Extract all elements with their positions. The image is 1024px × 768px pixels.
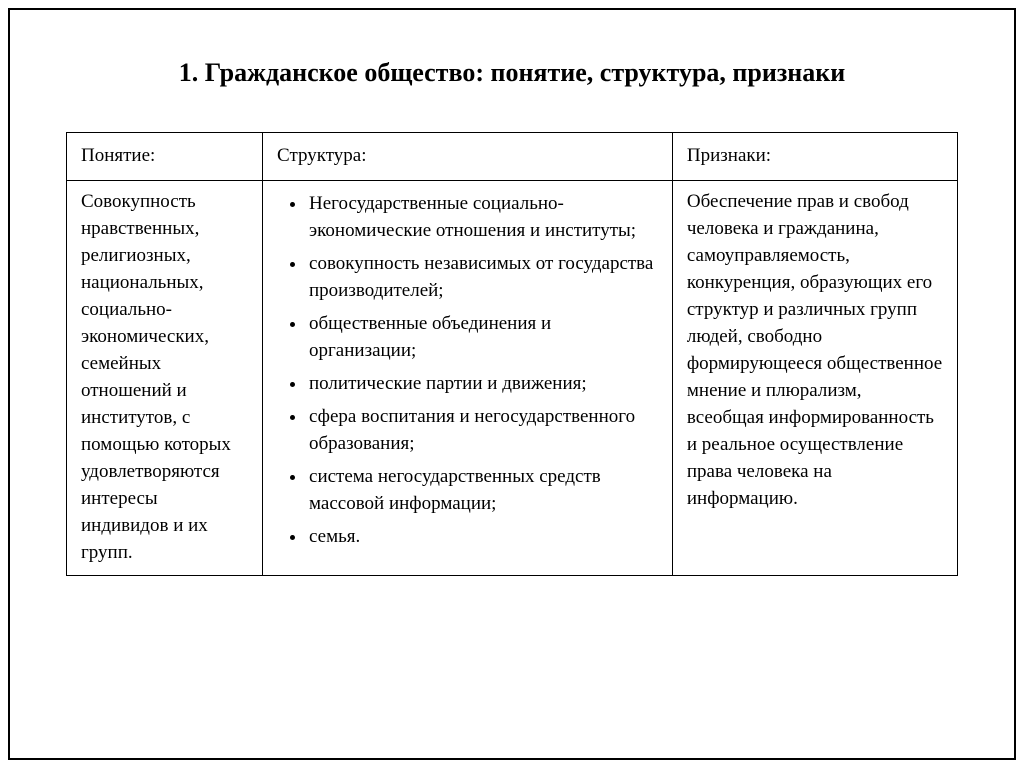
cell-concept: Совокупность нравственных, религиозных, … [67, 180, 263, 575]
list-item: политические партии и движения; [307, 371, 658, 398]
list-item: Негосударственные социально-экономически… [307, 191, 658, 245]
header-signs: Признаки: [672, 133, 957, 181]
structure-list: Негосударственные социально-экономически… [277, 191, 658, 551]
table-body-row: Совокупность нравственных, религиозных, … [67, 180, 958, 575]
page-title: 1. Гражданское общество: понятие, структ… [66, 58, 958, 88]
table-header-row: Понятие: Структура: Признаки: [67, 133, 958, 181]
list-item: семья. [307, 524, 658, 551]
list-item: система негосударственных средств массов… [307, 464, 658, 518]
header-concept: Понятие: [67, 133, 263, 181]
header-structure: Структура: [263, 133, 673, 181]
list-item: совокупность независимых от государства … [307, 251, 658, 305]
cell-structure: Негосударственные социально-экономически… [263, 180, 673, 575]
list-item: общественные объединения и организации; [307, 311, 658, 365]
document-frame: 1. Гражданское общество: понятие, структ… [8, 8, 1016, 760]
content-table: Понятие: Структура: Признаки: Совокупнос… [66, 132, 958, 576]
cell-signs: Обеспечение прав и свобод человека и гра… [672, 180, 957, 575]
list-item: сфера воспитания и негосударственного об… [307, 404, 658, 458]
